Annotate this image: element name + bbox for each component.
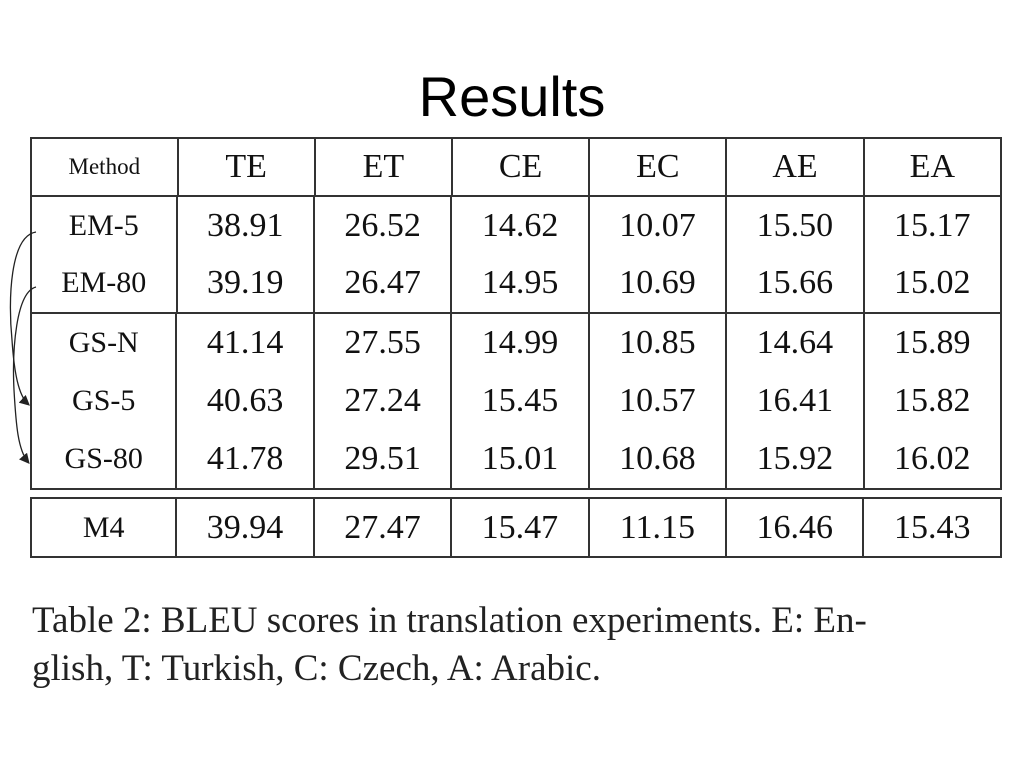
score-cell: 27.24 (312, 372, 452, 430)
score-cell: 40.63 (175, 372, 314, 430)
score-cell: 15.02 (862, 254, 1000, 312)
score-cell: 26.52 (312, 197, 452, 255)
score-cell: 39.19 (175, 254, 314, 312)
score-cell: 27.55 (312, 314, 452, 372)
score-cell: 11.15 (587, 499, 727, 556)
score-cell: 39.94 (175, 499, 314, 556)
header-ce: CE (450, 139, 590, 195)
method-cell: EM-80 (61, 266, 147, 300)
header-et: ET (313, 139, 452, 195)
caption-line-2: glish, T: Turkish, C: Czech, A: Arabic. (32, 648, 601, 689)
header-ec: EC (588, 139, 727, 195)
score-cell: 14.62 (450, 197, 589, 255)
results-table-header: Method TE ET CE EC AE EA (30, 137, 1002, 197)
method-cell: GS-N (68, 326, 139, 359)
score-cell: 15.17 (862, 197, 1000, 255)
score-cell: 15.45 (450, 372, 589, 430)
score-cell: 15.01 (450, 430, 589, 488)
score-cell: 15.66 (725, 254, 864, 312)
header-ae: AE (725, 139, 864, 195)
score-cell: 41.14 (175, 314, 314, 372)
caption-line-1: Table 2: BLEU scores in translation expe… (32, 600, 867, 641)
score-cell: 10.68 (587, 430, 727, 488)
score-cell: 16.41 (725, 372, 864, 430)
header-te: TE (176, 139, 315, 195)
score-cell: 15.92 (725, 430, 864, 488)
slide-title: Results (418, 65, 606, 128)
method-cell: GS-5 (72, 384, 136, 417)
score-cell: 10.85 (587, 314, 727, 372)
score-cell: 10.57 (587, 372, 727, 430)
gs-group: GS-N 41.14 27.55 14.99 10.85 14.64 15.89 GS-5 4… (30, 312, 1002, 490)
header-method: Method (68, 154, 141, 179)
em-group: EM-5 38.91 26.52 14.62 10.07 15.50 15.17 EM-80… (30, 195, 1002, 314)
score-cell: 41.78 (175, 430, 314, 488)
table-row: EM-5 38.91 26.52 14.62 10.07 15.50 15.17 (32, 197, 1000, 255)
method-cell: GS-80 (64, 442, 143, 475)
score-cell: 14.64 (725, 314, 864, 372)
score-cell: 14.99 (450, 314, 589, 372)
score-cell: 29.51 (312, 430, 452, 488)
score-cell: 16.02 (862, 430, 1000, 488)
table-row: GS-N 41.14 27.55 14.99 10.85 14.64 15.89 (32, 314, 1000, 372)
score-cell: 10.69 (587, 254, 727, 312)
score-cell: 26.47 (312, 254, 452, 312)
score-cell: 15.89 (862, 314, 1000, 372)
score-cell: 10.07 (587, 197, 727, 255)
score-cell: 27.47 (312, 499, 452, 556)
score-cell: 38.91 (175, 197, 314, 255)
table-row: GS-80 41.78 29.51 15.01 10.68 15.92 16.02 (32, 430, 1000, 488)
table-row: M4 39.94 27.47 15.47 11.15 16.46 15.43 (32, 499, 1000, 556)
score-cell: 14.95 (450, 254, 589, 312)
m4-group: M4 39.94 27.47 15.47 11.15 16.46 15.43 (30, 497, 1002, 558)
table-row: EM-80 39.19 26.47 14.95 10.69 15.66 15.02 (32, 254, 1000, 312)
score-cell: 15.82 (862, 372, 1000, 430)
header-ea: EA (862, 139, 1000, 195)
table-row: GS-5 40.63 27.24 15.45 10.57 16.41 15.82 (32, 372, 1000, 430)
method-cell: M4 (82, 510, 125, 544)
score-cell: 15.47 (450, 499, 589, 556)
method-cell: EM-5 (68, 208, 139, 242)
score-cell: 16.46 (725, 499, 864, 556)
score-cell: 15.43 (862, 499, 1000, 556)
header-row: Method TE ET CE EC AE EA (32, 139, 1000, 195)
score-cell: 15.50 (725, 197, 864, 255)
table-caption: Table 2: BLEU scores in translation expe… (32, 597, 997, 693)
